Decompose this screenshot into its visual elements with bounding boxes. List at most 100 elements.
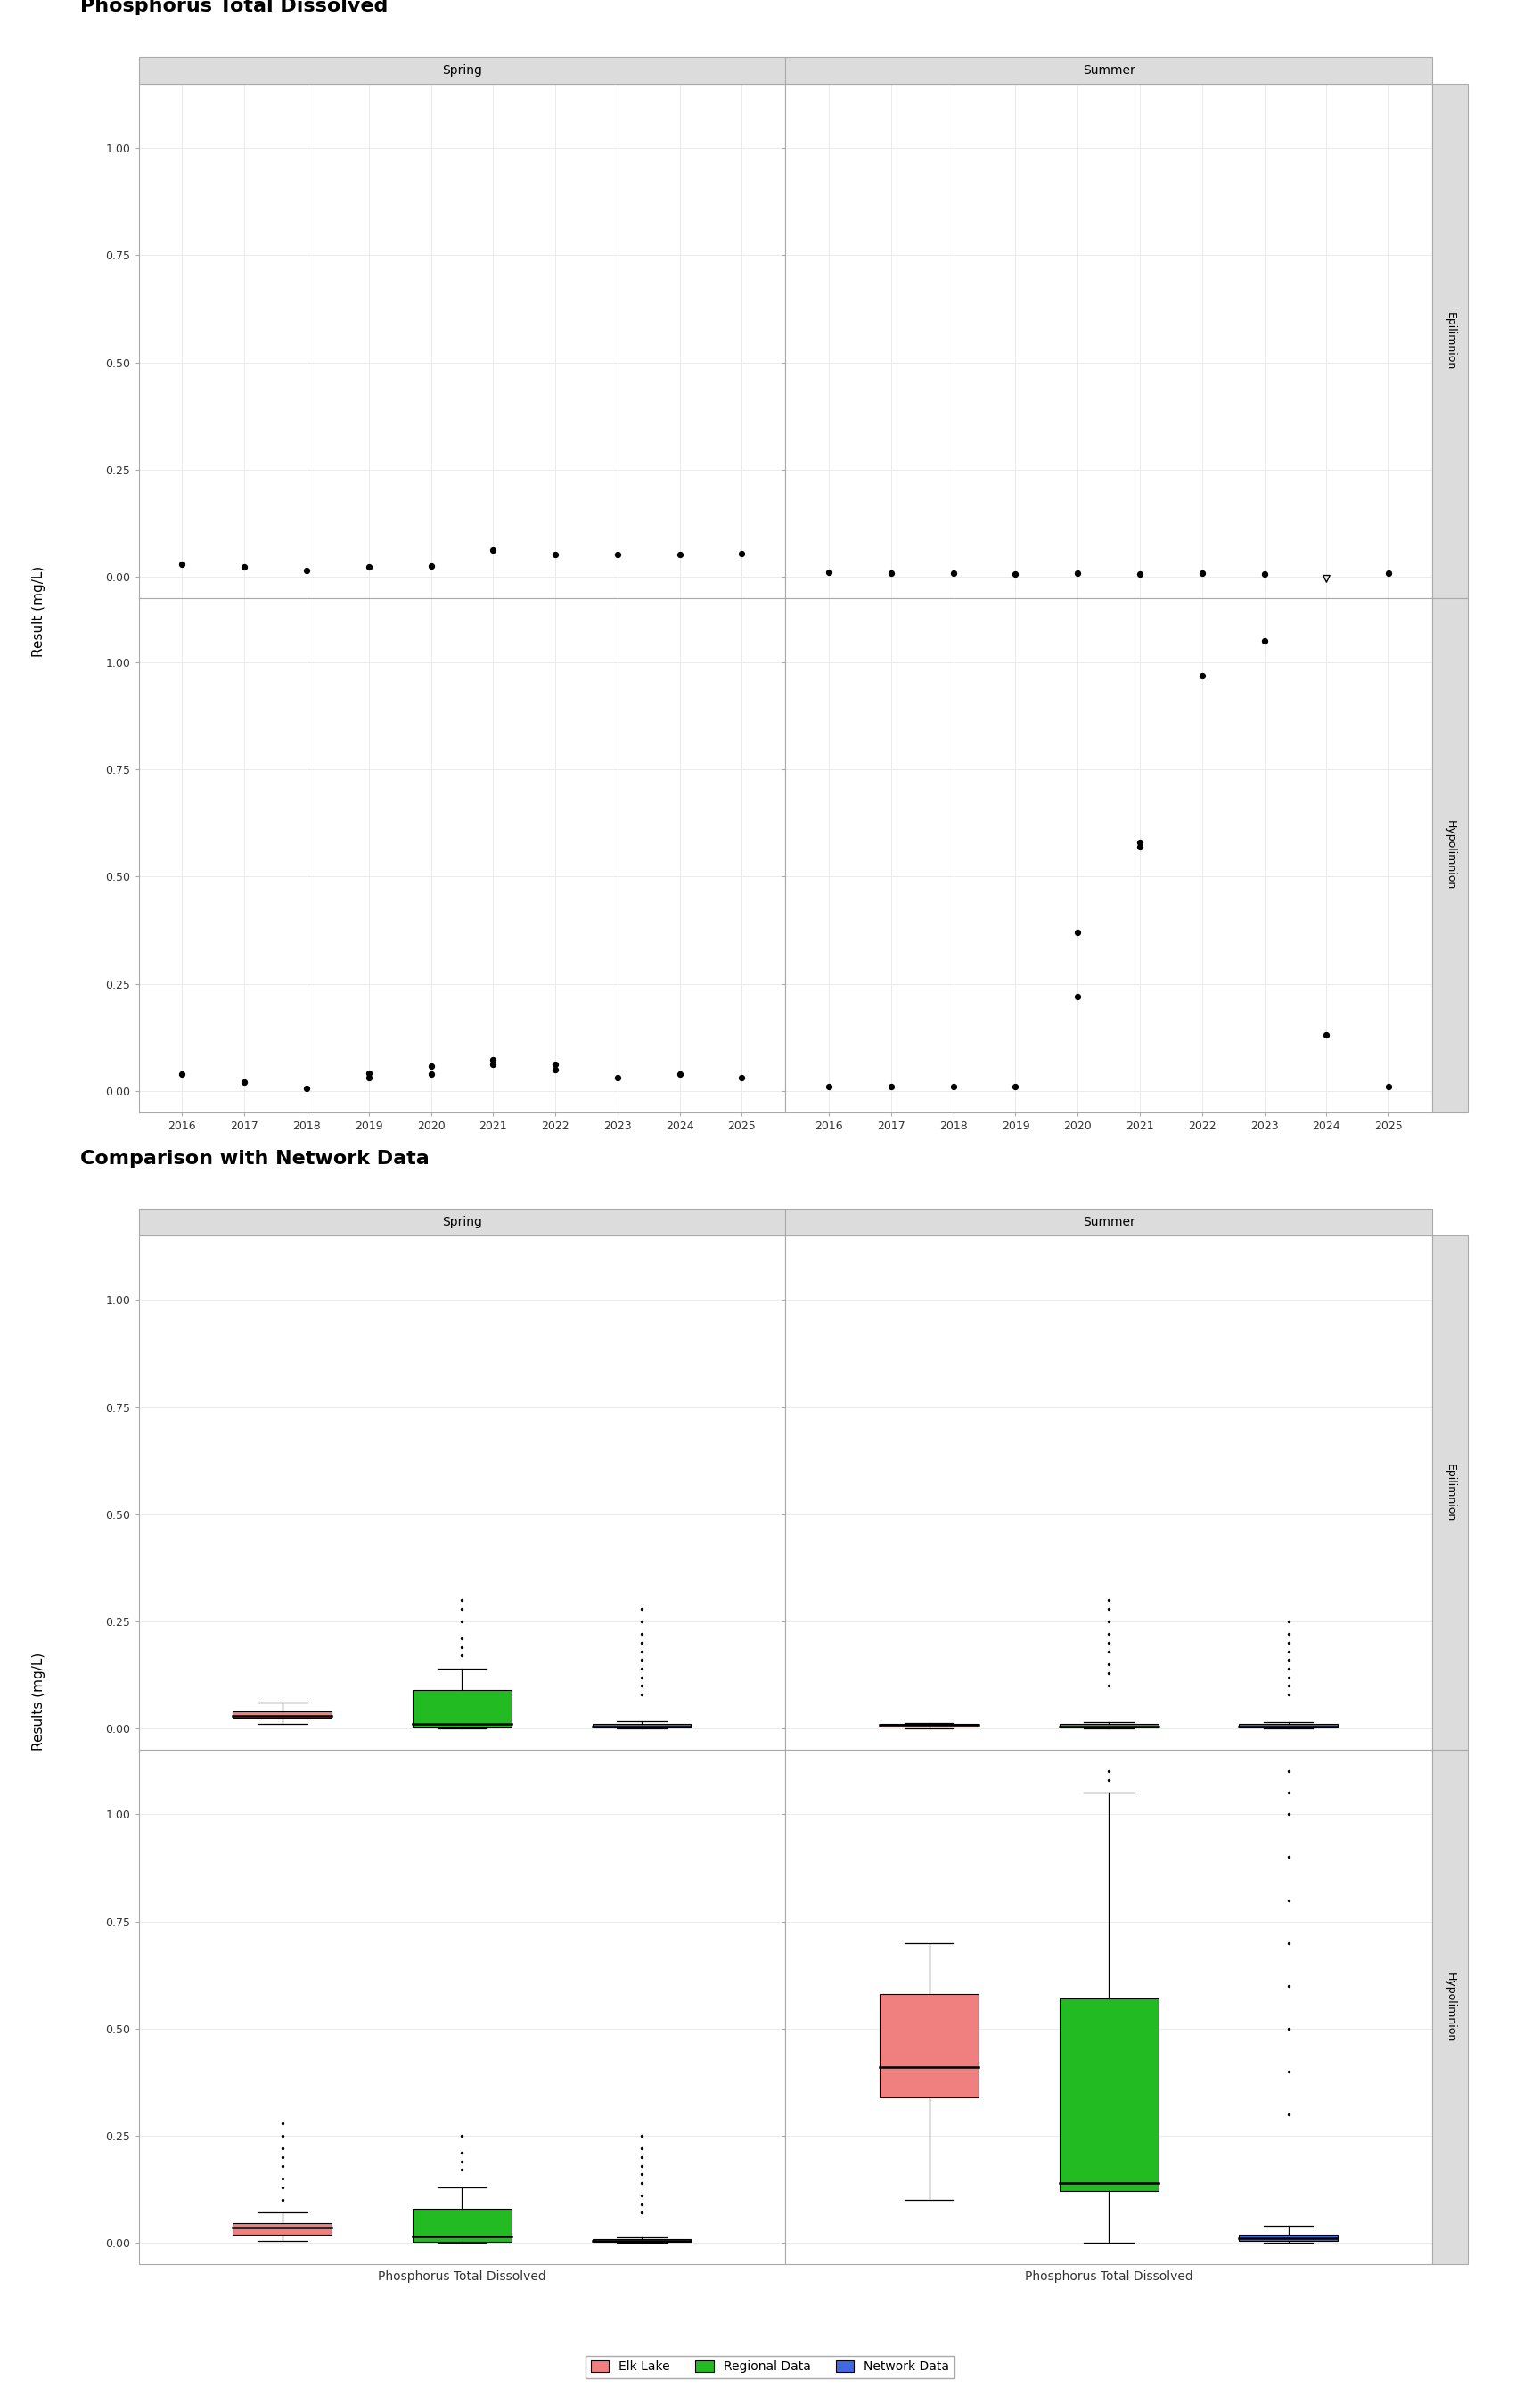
Point	[630, 1615, 654, 1653]
Bar	[139, 1210, 785, 1236]
Point	[1096, 1751, 1121, 1790]
Point	[1127, 824, 1152, 863]
Point	[816, 1069, 841, 1107]
Point	[630, 2116, 654, 2154]
Point	[356, 549, 380, 587]
Point	[1277, 1624, 1301, 1663]
Point	[1190, 553, 1215, 592]
Point	[450, 2116, 474, 2154]
Point	[450, 1581, 474, 1620]
Point	[544, 1045, 568, 1083]
Point	[1277, 1632, 1301, 1670]
Point	[879, 1069, 904, 1107]
Point	[1277, 1924, 1301, 1962]
Point	[630, 1675, 654, 1713]
Point	[630, 1668, 654, 1706]
Point	[356, 1059, 380, 1097]
Point	[1096, 1761, 1121, 1799]
Point	[270, 2180, 294, 2219]
Point	[1277, 1668, 1301, 1706]
Point	[630, 1603, 654, 1641]
Point	[419, 1054, 444, 1093]
Point	[1096, 1603, 1121, 1641]
Bar	[785, 58, 1432, 84]
Point	[270, 2168, 294, 2207]
Point	[450, 1636, 474, 1675]
Bar	[1432, 599, 1468, 1112]
Point	[1096, 1624, 1121, 1663]
Point	[1277, 1881, 1301, 1919]
Point	[1252, 623, 1277, 661]
Point	[667, 1054, 691, 1093]
Point	[233, 549, 257, 587]
Point	[630, 2147, 654, 2185]
Bar	[233, 1711, 331, 1718]
Point	[1003, 553, 1027, 592]
Point	[1277, 2053, 1301, 2092]
Point	[1277, 1603, 1301, 1641]
Point	[1127, 553, 1152, 592]
Bar	[139, 58, 785, 84]
Point	[270, 2130, 294, 2168]
Point	[450, 2142, 474, 2180]
Point	[450, 2152, 474, 2190]
Point	[605, 1059, 630, 1097]
Point	[1314, 561, 1338, 599]
Point	[630, 2185, 654, 2223]
Text: Results (mg/L): Results (mg/L)	[32, 1651, 45, 1751]
Point	[1277, 1751, 1301, 1790]
Point	[450, 1620, 474, 1658]
Text: Summer: Summer	[1083, 65, 1135, 77]
Point	[1190, 657, 1215, 695]
Point	[294, 551, 319, 589]
Text: Spring: Spring	[442, 65, 482, 77]
Point	[169, 1054, 194, 1093]
Point	[270, 2116, 294, 2154]
Point	[1096, 1646, 1121, 1684]
Text: Result (mg/L): Result (mg/L)	[32, 565, 45, 657]
Point	[879, 553, 904, 592]
Point	[941, 1069, 966, 1107]
Point	[419, 546, 444, 585]
Point	[450, 2132, 474, 2171]
Point	[480, 1045, 505, 1083]
Point	[1277, 1658, 1301, 1696]
Point	[816, 553, 841, 592]
Point	[630, 1648, 654, 1687]
Point	[270, 2159, 294, 2197]
Point	[270, 2104, 294, 2142]
Bar	[593, 2240, 691, 2243]
Point	[1066, 553, 1090, 592]
Point	[356, 1054, 380, 1093]
Text: Comparison with Network Data: Comparison with Network Data	[80, 1150, 430, 1167]
Bar	[593, 1725, 691, 1728]
Point	[1277, 1773, 1301, 1811]
Point	[1277, 1795, 1301, 1833]
Point	[1277, 1675, 1301, 1713]
Bar	[233, 2223, 331, 2233]
Point	[450, 1603, 474, 1641]
Text: Phosphorus Total Dissolved: Phosphorus Total Dissolved	[80, 0, 388, 14]
Bar	[1432, 1236, 1468, 1749]
Point	[1096, 1581, 1121, 1620]
X-axis label: Phosphorus Total Dissolved: Phosphorus Total Dissolved	[1024, 2271, 1194, 2283]
Point	[630, 2176, 654, 2214]
Text: Epilimnion: Epilimnion	[1445, 311, 1455, 369]
Point	[1252, 553, 1277, 592]
Point	[1127, 827, 1152, 865]
Point	[1277, 1615, 1301, 1653]
Point	[1096, 1632, 1121, 1670]
Point	[1277, 1967, 1301, 2005]
Point	[1003, 1069, 1027, 1107]
Point	[270, 2137, 294, 2176]
Text: Spring: Spring	[442, 1217, 482, 1229]
Point	[667, 534, 691, 573]
Bar	[413, 2209, 511, 2243]
Point	[1096, 1589, 1121, 1627]
Point	[630, 1658, 654, 1696]
Point	[480, 1040, 505, 1078]
Point	[630, 2164, 654, 2202]
Point	[1096, 1668, 1121, 1706]
Bar	[413, 1689, 511, 1728]
Point	[1277, 2010, 1301, 2049]
